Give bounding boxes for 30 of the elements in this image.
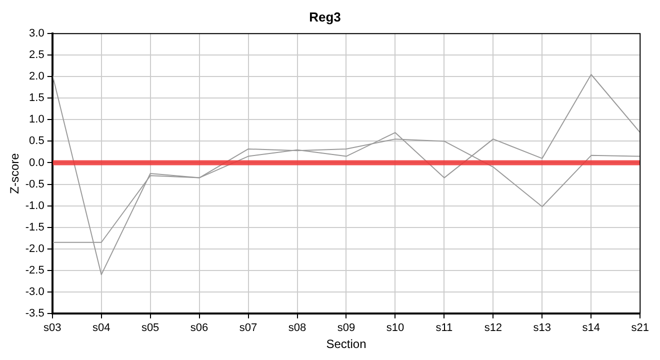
x-tick-label: s11: [436, 322, 453, 334]
y-tick-label: 1.5: [29, 92, 44, 104]
x-tick-label: s03: [43, 322, 62, 334]
y-tick-label: -2.0: [25, 242, 44, 255]
x-tick-label: s13: [533, 322, 552, 334]
y-tick-label: -3.5: [25, 307, 44, 320]
x-tick-label: s08: [288, 322, 306, 334]
y-tick-label: 3.0: [29, 28, 44, 40]
y-tick-label: 2.5: [29, 49, 44, 62]
y-tick-label: 2.0: [29, 70, 44, 83]
x-tick-label: s05: [141, 322, 160, 334]
y-tick-label: 1.0: [29, 114, 44, 126]
x-tick-label: s06: [190, 322, 208, 334]
y-tick-label: -0.5: [25, 178, 44, 190]
x-tick-label: s07: [239, 322, 258, 334]
y-tick-label: 0.0: [29, 156, 44, 169]
x-tick-label: s21: [631, 322, 650, 334]
y-tick-label: -1.0: [25, 200, 44, 212]
x-tick-label: s12: [484, 322, 502, 334]
x-tick-label: s09: [337, 322, 356, 334]
x-tick-label: s14: [582, 322, 600, 334]
x-tick-label: s04: [92, 322, 110, 334]
y-tick-label: -1.5: [25, 221, 44, 234]
x-tick-label: s10: [386, 322, 404, 334]
x-axis-title: Section: [326, 337, 366, 352]
chart-title: Reg3: [309, 9, 341, 24]
y-axis-title: Z-score: [8, 152, 22, 194]
y-tick-label: 0.5: [29, 135, 44, 148]
y-tick-label: -3.0: [25, 286, 44, 298]
y-tick-label: -2.5: [25, 264, 44, 276]
